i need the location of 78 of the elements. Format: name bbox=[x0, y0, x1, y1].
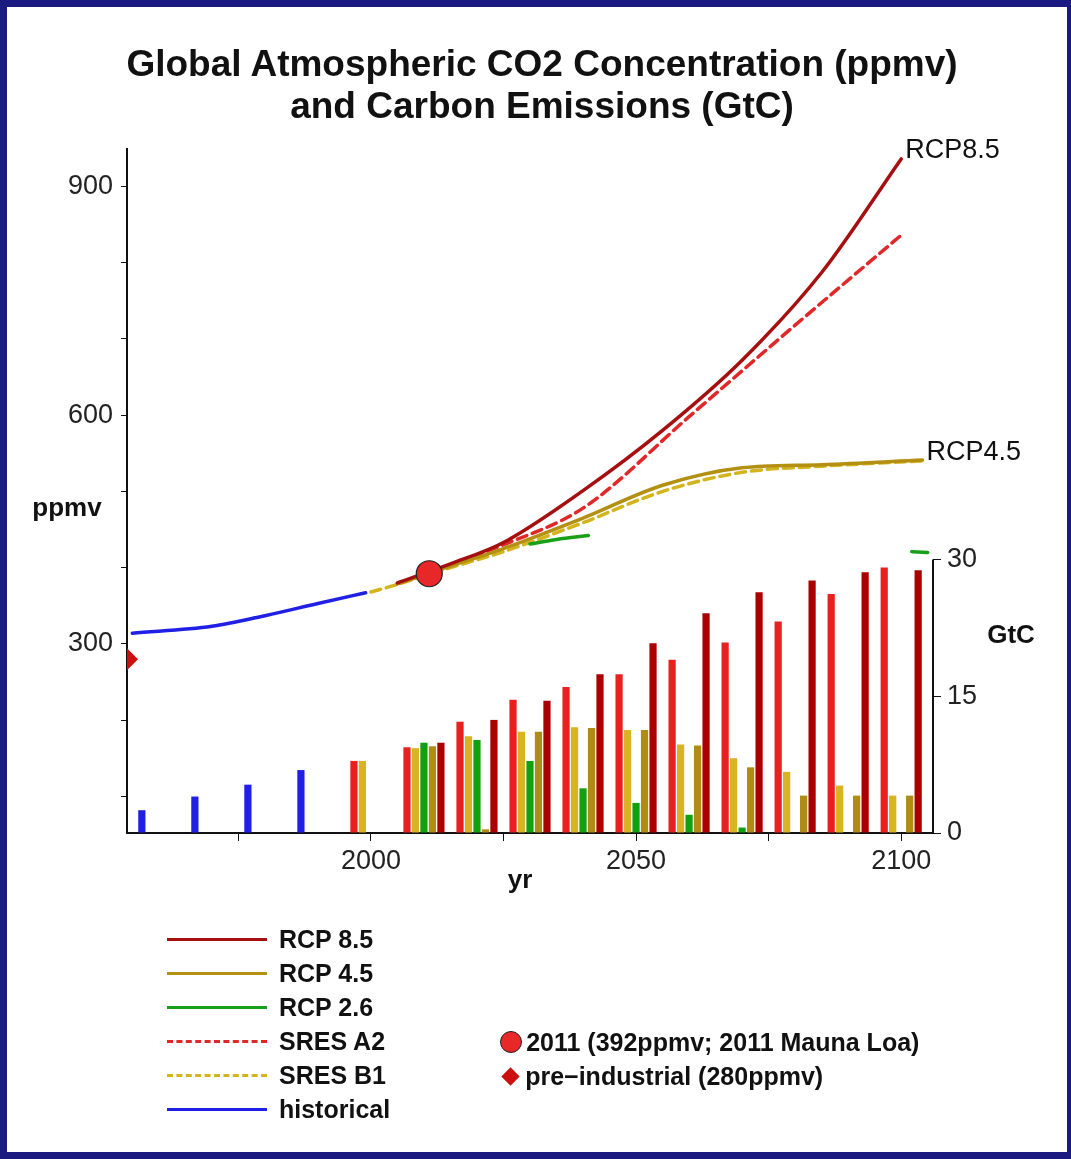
y-axis-title: ppmv bbox=[32, 492, 103, 523]
bar bbox=[676, 744, 685, 833]
legend-label: 2011 (392ppmv; 2011 Mauna Loa) bbox=[526, 1027, 920, 1057]
bar bbox=[853, 795, 861, 833]
bar bbox=[350, 760, 358, 833]
bar bbox=[730, 758, 738, 833]
bar bbox=[473, 739, 481, 833]
bar bbox=[534, 731, 543, 833]
bar bbox=[649, 643, 657, 833]
y2-axis-title: GtC bbox=[987, 618, 1036, 649]
bar bbox=[138, 810, 146, 833]
x-tick-label: 2100 bbox=[871, 844, 932, 875]
bar bbox=[358, 760, 367, 833]
bar bbox=[914, 570, 922, 833]
bar bbox=[623, 729, 632, 833]
bar bbox=[632, 802, 640, 833]
bar bbox=[490, 719, 498, 833]
annotation: RCP4.5 bbox=[926, 435, 1021, 466]
bar bbox=[464, 736, 473, 833]
bar bbox=[755, 592, 763, 833]
legend-label: SRES B1 bbox=[279, 1060, 386, 1090]
bar bbox=[615, 674, 623, 833]
bar bbox=[191, 796, 199, 833]
bar bbox=[827, 594, 835, 833]
annotation: RCP8.5 bbox=[905, 134, 1000, 165]
bar bbox=[836, 785, 844, 833]
bar bbox=[685, 814, 693, 833]
legend-label: RCP 4.5 bbox=[279, 958, 374, 988]
legend-label: pre−industrial (280ppmv) bbox=[525, 1061, 824, 1091]
y2-tick-label: 30 bbox=[947, 542, 978, 573]
legend-label: SRES A2 bbox=[279, 1026, 386, 1056]
legend-label: RCP 2.6 bbox=[279, 992, 374, 1022]
bar bbox=[403, 747, 411, 833]
bar bbox=[420, 742, 428, 833]
bar bbox=[721, 642, 729, 833]
bar bbox=[456, 721, 464, 833]
y-tick-label: 300 bbox=[67, 627, 113, 658]
bar bbox=[411, 748, 420, 833]
chart-title: Global Atmospheric CO2 Concentration (ppmv) and Carbon Emissions (GtC) bbox=[125, 43, 959, 127]
bar bbox=[746, 767, 755, 833]
bar bbox=[579, 788, 587, 833]
bar bbox=[889, 795, 897, 833]
bar bbox=[509, 699, 517, 833]
x-tick-label: 2050 bbox=[606, 844, 667, 875]
bar bbox=[437, 742, 445, 833]
y-tick-label: 900 bbox=[67, 169, 113, 200]
bar bbox=[774, 621, 782, 833]
legend-label: RCP 8.5 bbox=[279, 924, 374, 954]
bar bbox=[800, 795, 808, 833]
bar bbox=[297, 770, 305, 833]
line-series bbox=[395, 157, 903, 585]
bar bbox=[783, 771, 791, 833]
bar bbox=[693, 745, 702, 833]
line-series bbox=[130, 591, 368, 635]
bar bbox=[668, 659, 676, 833]
y2-tick-label: 15 bbox=[947, 679, 978, 710]
x-tick-label: 2000 bbox=[340, 844, 401, 875]
bar bbox=[428, 746, 437, 833]
x-axis-title: yr bbox=[507, 864, 533, 895]
bar bbox=[861, 572, 869, 833]
bar bbox=[587, 728, 596, 833]
bar bbox=[880, 567, 888, 833]
bar bbox=[808, 580, 816, 833]
bar bbox=[596, 674, 604, 833]
y-tick-label: 600 bbox=[67, 398, 113, 429]
bar bbox=[543, 700, 551, 833]
bar bbox=[570, 727, 579, 833]
y2-tick-label: 0 bbox=[947, 816, 963, 847]
bar bbox=[517, 731, 526, 833]
bar bbox=[526, 760, 534, 833]
legend-label: historical bbox=[279, 1094, 391, 1124]
bar bbox=[481, 829, 490, 833]
bar bbox=[244, 784, 252, 833]
bar bbox=[702, 613, 710, 833]
bar bbox=[906, 795, 914, 833]
bar bbox=[562, 687, 570, 833]
bar bbox=[738, 827, 746, 833]
bar bbox=[640, 729, 649, 833]
